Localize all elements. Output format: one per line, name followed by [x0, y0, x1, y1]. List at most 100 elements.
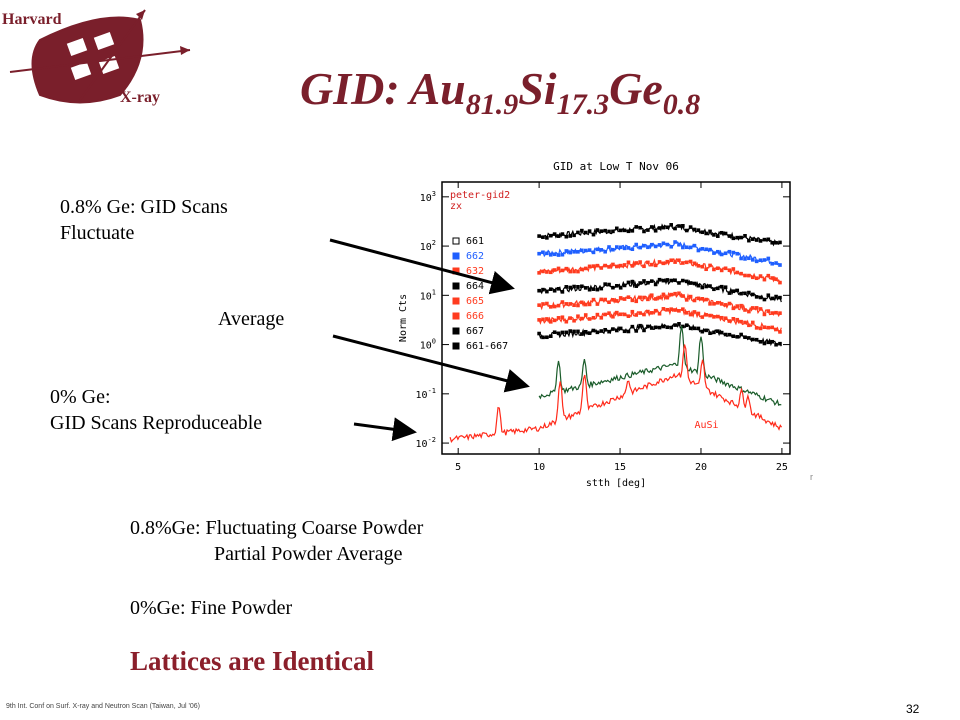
series-marker-662 [545, 251, 549, 256]
series-marker-664 [778, 295, 782, 300]
legend-marker [452, 342, 460, 350]
x-tick-label: 20 [695, 462, 707, 473]
series-marker-665 [735, 304, 740, 308]
series-marker-661 [700, 230, 705, 235]
series-marker-662 [560, 252, 565, 257]
series-marker-632 [688, 259, 693, 264]
series-marker-667 [692, 326, 697, 331]
series-marker-667 [750, 337, 755, 342]
series-marker-662 [576, 250, 580, 254]
series-marker-666 [669, 307, 673, 311]
series-marker-664 [568, 285, 572, 290]
series-marker-632 [649, 262, 654, 267]
series-marker-661 [677, 224, 681, 228]
series-marker-666 [595, 312, 600, 317]
series-marker-666 [618, 312, 623, 317]
bullet-fine-powder: 0%Ge: Fine Powder [130, 597, 293, 619]
series-marker-661 [762, 237, 767, 242]
series-marker-664 [572, 284, 576, 289]
series-marker-632 [548, 270, 553, 275]
series-marker-662 [572, 250, 576, 254]
series-marker-662 [611, 247, 615, 252]
legend-label: 665 [466, 296, 484, 307]
series-marker-661 [747, 238, 751, 243]
series-marker-665 [739, 303, 743, 308]
series-marker-664 [700, 285, 705, 290]
ge-label-line2: Fluctuate [60, 222, 135, 244]
series-marker-665 [657, 295, 662, 300]
series-marker-664 [712, 287, 716, 292]
series-marker-661 [595, 228, 600, 232]
series-marker-661 [556, 234, 561, 238]
series-marker-661 [723, 231, 728, 236]
series-marker-664 [727, 291, 732, 295]
series-marker-666 [731, 316, 736, 321]
series-marker-665 [762, 312, 767, 317]
series-marker-665 [754, 306, 759, 310]
series-marker-632 [653, 263, 658, 268]
series-marker-665 [580, 300, 584, 305]
x-tick-label: 10 [533, 462, 545, 473]
series-marker-632 [719, 268, 724, 273]
series-marker-662 [642, 243, 646, 248]
series-marker-667 [766, 340, 771, 345]
series-marker-667 [572, 329, 576, 334]
series-marker-667 [677, 322, 681, 326]
series-marker-664 [552, 288, 557, 293]
series-marker-664 [537, 288, 541, 293]
series-marker-665 [716, 300, 720, 305]
legend-marker [452, 267, 460, 275]
y-tick-label: 10-2 [416, 436, 436, 450]
series-marker-661 [735, 235, 740, 240]
series-marker-667 [541, 335, 545, 340]
series-marker-632 [735, 270, 740, 275]
series-marker-661 [545, 236, 549, 240]
series-marker-667 [618, 326, 623, 331]
series-marker-664 [583, 286, 588, 290]
series-marker-666 [638, 311, 642, 315]
series-marker-666 [576, 314, 580, 319]
series-marker-666 [723, 316, 728, 321]
series-marker-665 [548, 305, 553, 309]
series-marker-665 [684, 298, 689, 302]
series-marker-662 [727, 249, 732, 254]
title-el-3: Ge [609, 63, 663, 114]
chart-annotation: zx [450, 201, 462, 212]
series-marker-662 [622, 246, 627, 251]
series-marker-667 [580, 332, 584, 336]
series-marker-664 [723, 285, 728, 290]
series-marker-665 [649, 293, 654, 298]
series-marker-664 [716, 286, 720, 291]
x-tick-label: 5 [455, 462, 461, 473]
series-marker-665 [766, 309, 771, 313]
series-marker-664 [669, 278, 673, 283]
series-marker-665 [572, 303, 576, 308]
series-marker-662 [774, 261, 778, 265]
legend-label: 666 [466, 311, 484, 322]
series-marker-632 [599, 266, 604, 270]
series-marker-667 [599, 329, 604, 333]
series-marker-662 [548, 253, 553, 257]
series-marker-632 [681, 261, 685, 265]
series-marker-664 [622, 283, 627, 288]
series-marker-664 [611, 285, 615, 290]
series-marker-661 [692, 227, 697, 232]
series-marker-667 [673, 323, 677, 327]
series-marker-667 [696, 326, 701, 331]
series-marker-662 [735, 251, 740, 256]
series-marker-662 [653, 244, 658, 249]
series-marker-662 [696, 248, 701, 253]
series-marker-632 [743, 273, 747, 278]
series-marker-661 [626, 229, 631, 234]
series-marker-665 [778, 311, 782, 315]
series-marker-661 [568, 234, 572, 238]
series-marker-664 [576, 284, 580, 289]
series-marker-664 [634, 284, 639, 288]
series-marker-662 [556, 253, 561, 257]
series-marker-632 [673, 260, 677, 264]
series-marker-662 [587, 248, 592, 252]
series-marker-666 [649, 311, 654, 315]
series-marker-662 [599, 248, 604, 252]
series-marker-662 [716, 249, 720, 254]
series-marker-661 [552, 232, 557, 236]
